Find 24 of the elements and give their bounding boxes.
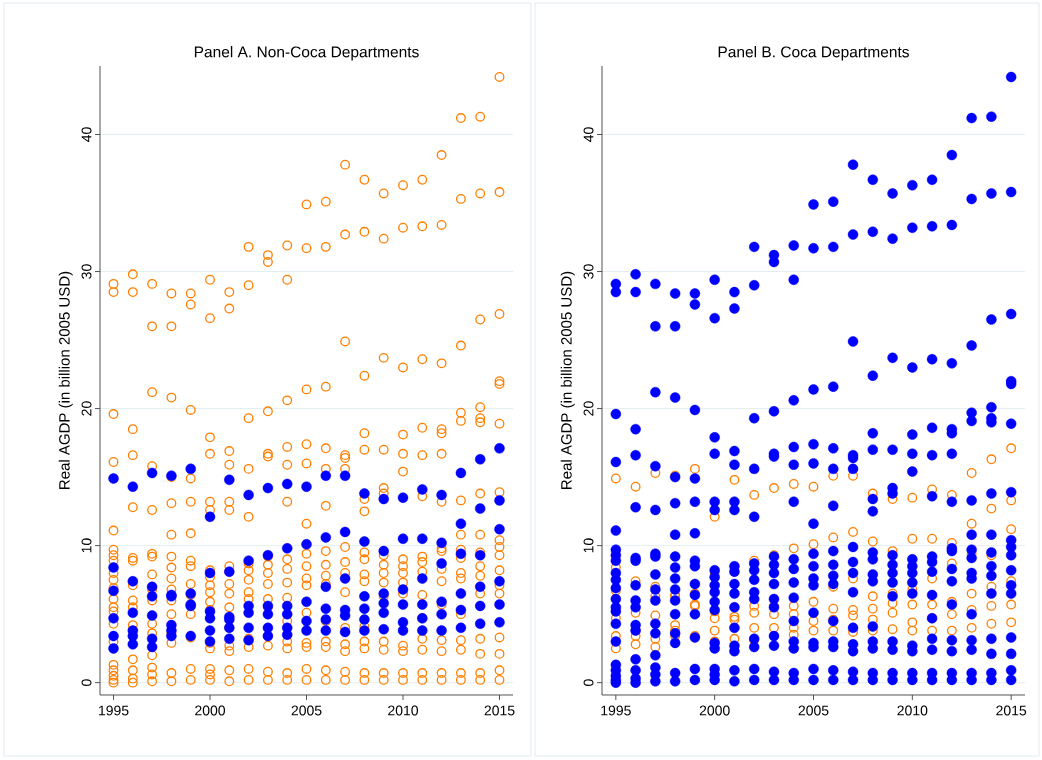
y-tick-label: 0 [583,679,594,686]
chart-title: Panel A. Non-Coca Departments [194,46,419,61]
y-tick-label: 30 [81,264,92,279]
y-tick-label: 20 [583,401,594,416]
x-tick-label: 2015 [484,705,515,716]
x-tick-label: 2005 [291,705,322,716]
y-tick-label: 0 [81,679,92,686]
x-tick-label: 2010 [897,705,928,716]
x-tick-label: 2000 [195,705,226,716]
y-axis-title: Real AGDP (in billion 2005 USD) [560,271,575,489]
y-tick-label: 10 [583,538,594,553]
y-tick-label: 40 [81,127,92,142]
y-axis-title: Real AGDP (in billion 2005 USD) [58,271,73,489]
x-tick-label: 2000 [699,705,730,716]
x-tick-label: 2010 [388,705,419,716]
x-tick-label: 2005 [798,705,829,716]
x-tick-label: 2015 [996,705,1027,716]
y-tick-label: 30 [583,264,594,279]
chart-title: Panel B. Coca Departments [718,46,909,61]
y-tick-label: 20 [81,401,92,416]
y-tick-label: 10 [81,538,92,553]
x-tick-label: 1995 [99,705,129,716]
x-tick-label: 1995 [601,705,631,716]
y-tick-label: 40 [583,127,594,142]
